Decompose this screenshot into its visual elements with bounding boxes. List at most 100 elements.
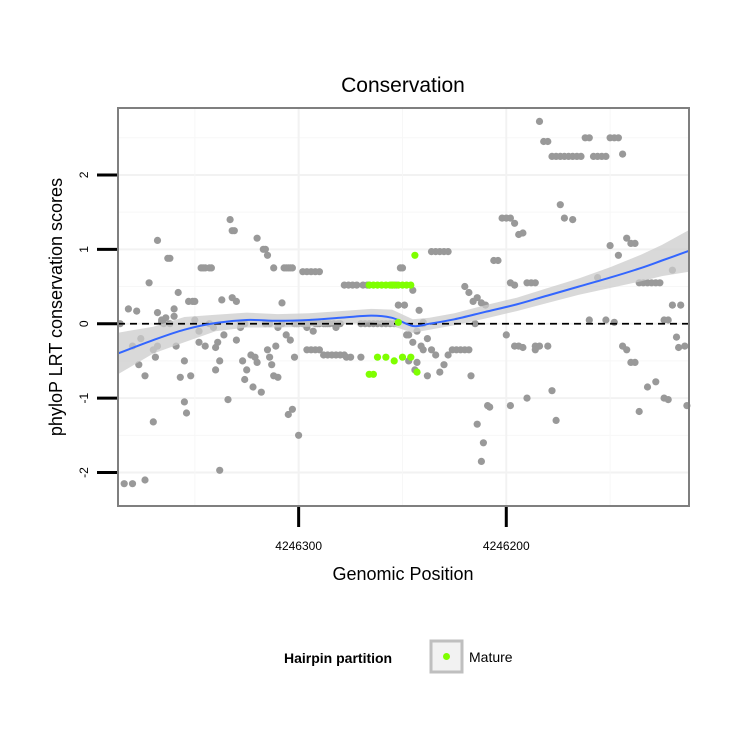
data-point [510, 219, 519, 227]
data-point [623, 234, 631, 242]
data-point [340, 351, 348, 359]
data-point [444, 351, 452, 359]
data-point-mature [398, 353, 407, 361]
data-point [180, 357, 188, 365]
data-point [353, 281, 361, 289]
data-point [427, 346, 436, 354]
data-point [170, 305, 178, 313]
data-point [282, 331, 290, 339]
data-point-mature [411, 251, 419, 259]
data-point [544, 137, 552, 146]
data-point [266, 353, 274, 361]
data-point [218, 296, 226, 304]
data-point [602, 316, 610, 324]
data-point [602, 152, 610, 160]
data-point [544, 342, 552, 350]
data-point [180, 398, 188, 406]
legend: Hairpin partition Mature [284, 639, 513, 674]
data-point [535, 117, 544, 125]
data-point [585, 316, 593, 324]
data-point [347, 353, 355, 361]
data-point [400, 301, 409, 309]
data-point [469, 297, 477, 305]
data-point [413, 358, 421, 366]
data-point [288, 264, 296, 272]
data-point [216, 466, 224, 474]
data-point [614, 134, 623, 142]
data-point [357, 353, 365, 361]
data-point-mature [369, 370, 377, 378]
data-point [610, 318, 618, 326]
data-point [141, 476, 149, 484]
data-point [284, 410, 292, 419]
y-tick-label: -2 [77, 467, 91, 478]
data-point [652, 378, 660, 386]
data-point [394, 301, 402, 309]
data-point [153, 236, 162, 244]
data-point [243, 366, 251, 374]
legend-key-mature [443, 653, 450, 660]
y-tick-label: 0 [77, 320, 91, 327]
data-point-mature [373, 353, 382, 361]
x-tick-label: 4246200 [483, 539, 530, 553]
data-point [467, 372, 475, 380]
data-point [201, 342, 209, 350]
data-point [241, 375, 249, 384]
data-point [261, 245, 269, 253]
x-tick-label: 4246300 [275, 539, 322, 553]
data-point [405, 331, 413, 339]
data-point [268, 361, 276, 369]
data-point [465, 288, 473, 297]
data-point [656, 279, 664, 287]
data-point [672, 333, 681, 341]
data-point [257, 388, 265, 396]
data-point [224, 396, 232, 404]
y-tick-label: 1 [77, 246, 91, 253]
data-point [174, 288, 182, 297]
data-point [133, 307, 141, 315]
data-point [270, 372, 278, 380]
data-point [151, 353, 159, 361]
data-point [635, 407, 643, 416]
data-point [479, 439, 487, 447]
data-point [272, 342, 280, 350]
data-point [315, 268, 323, 276]
data-point [569, 216, 577, 224]
data-point [675, 343, 683, 352]
data-point [182, 409, 191, 417]
data-point [552, 416, 560, 424]
data-point [494, 256, 502, 265]
data-point [432, 351, 440, 359]
data-point [309, 327, 317, 335]
chart-title: Conservation [341, 74, 465, 97]
data-point [465, 346, 473, 354]
data-point [614, 251, 623, 259]
data-point [315, 346, 323, 354]
data-point [623, 346, 631, 354]
data-point [606, 242, 614, 250]
data-point-mature [390, 357, 398, 365]
data-point [548, 387, 556, 395]
data-point [556, 201, 564, 209]
data-point [195, 338, 203, 346]
data-point [216, 357, 224, 365]
data-point [149, 418, 157, 426]
data-point [519, 229, 527, 237]
data-point [668, 301, 677, 309]
data-point [440, 361, 448, 369]
data-point [170, 312, 178, 320]
x-axis-title: Genomic Position [332, 564, 473, 584]
data-point [278, 299, 286, 307]
data-point [506, 214, 514, 222]
data-point [531, 346, 539, 354]
data-point [681, 342, 689, 350]
data-point-mature [407, 281, 415, 289]
data-point [263, 251, 272, 259]
data-point [230, 227, 238, 235]
data-point [506, 402, 514, 410]
data-point [461, 282, 469, 291]
data-point-mature [413, 368, 421, 376]
data-point [664, 396, 672, 404]
data-point [519, 343, 527, 352]
